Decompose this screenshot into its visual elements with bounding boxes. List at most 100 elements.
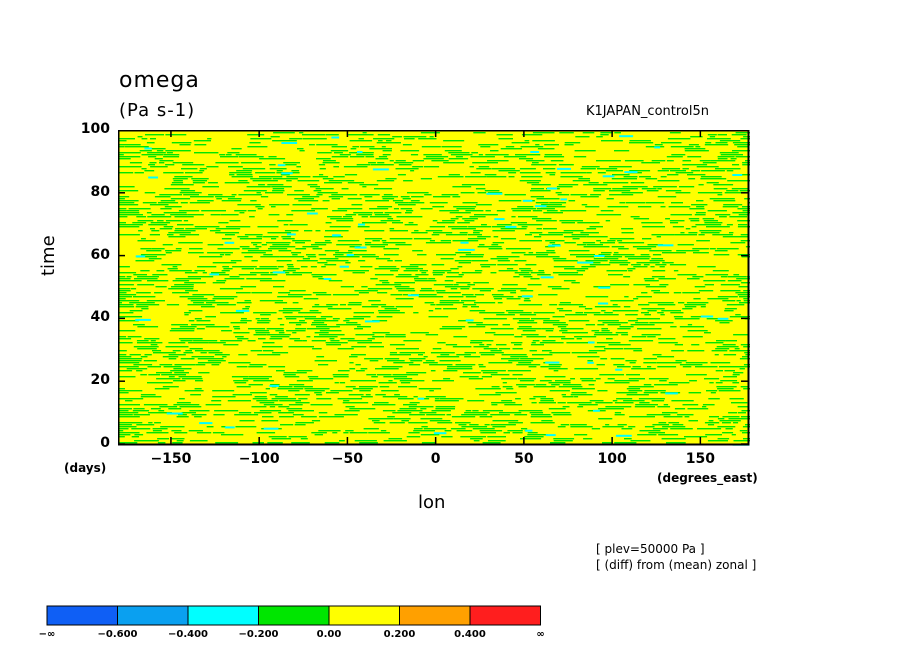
field-streak <box>558 184 579 186</box>
field-streak <box>163 366 182 368</box>
field-streak <box>520 146 544 148</box>
field-streak <box>590 194 602 196</box>
field-streak <box>306 336 311 338</box>
field-streak <box>314 360 337 362</box>
field-spot <box>458 248 475 251</box>
field-streak <box>612 400 618 402</box>
field-streak <box>660 206 666 208</box>
field-spot <box>535 205 547 208</box>
field-streak <box>478 166 490 168</box>
field-streak <box>430 304 436 306</box>
field-streak <box>386 140 392 142</box>
field-streak <box>136 340 149 342</box>
field-streak <box>292 414 304 416</box>
field-streak <box>606 270 628 272</box>
field-streak <box>261 420 279 422</box>
field-streak <box>353 212 373 214</box>
field-streak <box>449 212 471 214</box>
field-streak <box>373 138 395 140</box>
x-axis-label: lon <box>418 492 446 513</box>
field-streak <box>720 284 740 286</box>
field-streak <box>429 240 435 242</box>
field-streak <box>339 382 346 384</box>
field-streak <box>383 194 393 196</box>
field-streak <box>571 234 589 236</box>
field-streak <box>247 340 256 342</box>
field-spot <box>598 286 611 289</box>
field-streak <box>607 206 629 208</box>
field-streak <box>163 226 174 228</box>
field-streak <box>189 410 210 412</box>
field-streak <box>613 252 619 254</box>
field-streak <box>532 140 555 142</box>
colorbar-label: −0.400 <box>167 629 209 640</box>
field-streak <box>398 386 417 388</box>
field-streak <box>639 430 661 432</box>
field-streak <box>133 408 145 410</box>
field-streak <box>165 220 182 222</box>
field-spot <box>269 384 279 387</box>
field-streak <box>731 188 750 190</box>
field-streak <box>553 438 575 440</box>
field-streak <box>479 366 486 368</box>
field-streak <box>307 184 318 186</box>
field-streak <box>682 168 689 170</box>
field-spot <box>407 294 419 297</box>
field-streak <box>686 302 709 304</box>
field-streak <box>657 196 677 198</box>
field-streak <box>725 428 733 430</box>
field-streak <box>194 416 202 418</box>
field-spot <box>598 302 609 305</box>
field-streak <box>351 204 363 206</box>
field-streak <box>490 414 510 416</box>
field-streak <box>362 306 379 308</box>
field-streak <box>381 306 395 308</box>
colorbar-label: 0.400 <box>454 629 486 640</box>
field-streak <box>360 266 373 268</box>
field-streak <box>337 240 360 242</box>
field-streak <box>179 296 204 298</box>
field-streak <box>408 222 414 224</box>
field-streak <box>563 280 576 282</box>
field-streak <box>430 370 436 372</box>
field-streak <box>277 388 304 390</box>
field-streak <box>696 166 719 168</box>
field-streak <box>465 210 484 212</box>
field-streak <box>692 276 704 278</box>
field-streak <box>154 422 161 424</box>
field-streak <box>502 324 510 326</box>
field-streak <box>283 162 300 164</box>
field-streak <box>548 336 566 338</box>
field-streak <box>118 350 127 352</box>
field-streak <box>549 352 571 354</box>
field-streak <box>361 286 368 288</box>
field-streak <box>702 404 715 406</box>
field-streak <box>279 256 305 258</box>
field-streak <box>170 198 191 200</box>
field-streak <box>510 356 528 358</box>
field-streak <box>144 338 160 340</box>
field-streak <box>387 218 394 220</box>
field-streak <box>175 278 201 280</box>
field-streak <box>662 252 686 254</box>
field-streak <box>709 248 716 250</box>
field-streak <box>657 312 664 314</box>
field-streak <box>552 316 565 318</box>
field-streak <box>141 238 146 240</box>
field-streak <box>369 208 389 210</box>
field-streak <box>118 276 126 278</box>
field-streak <box>361 396 373 398</box>
field-streak <box>118 190 139 192</box>
field-streak <box>378 382 397 384</box>
field-streak <box>359 390 371 392</box>
field-streak <box>272 244 290 246</box>
field-streak <box>214 354 230 356</box>
field-streak <box>702 406 707 408</box>
field-streak <box>531 342 536 344</box>
field-streak <box>724 308 737 310</box>
field-streak <box>614 414 625 416</box>
field-streak <box>150 344 158 346</box>
field-streak <box>737 146 749 148</box>
field-streak <box>311 274 337 276</box>
field-streak <box>339 440 345 442</box>
